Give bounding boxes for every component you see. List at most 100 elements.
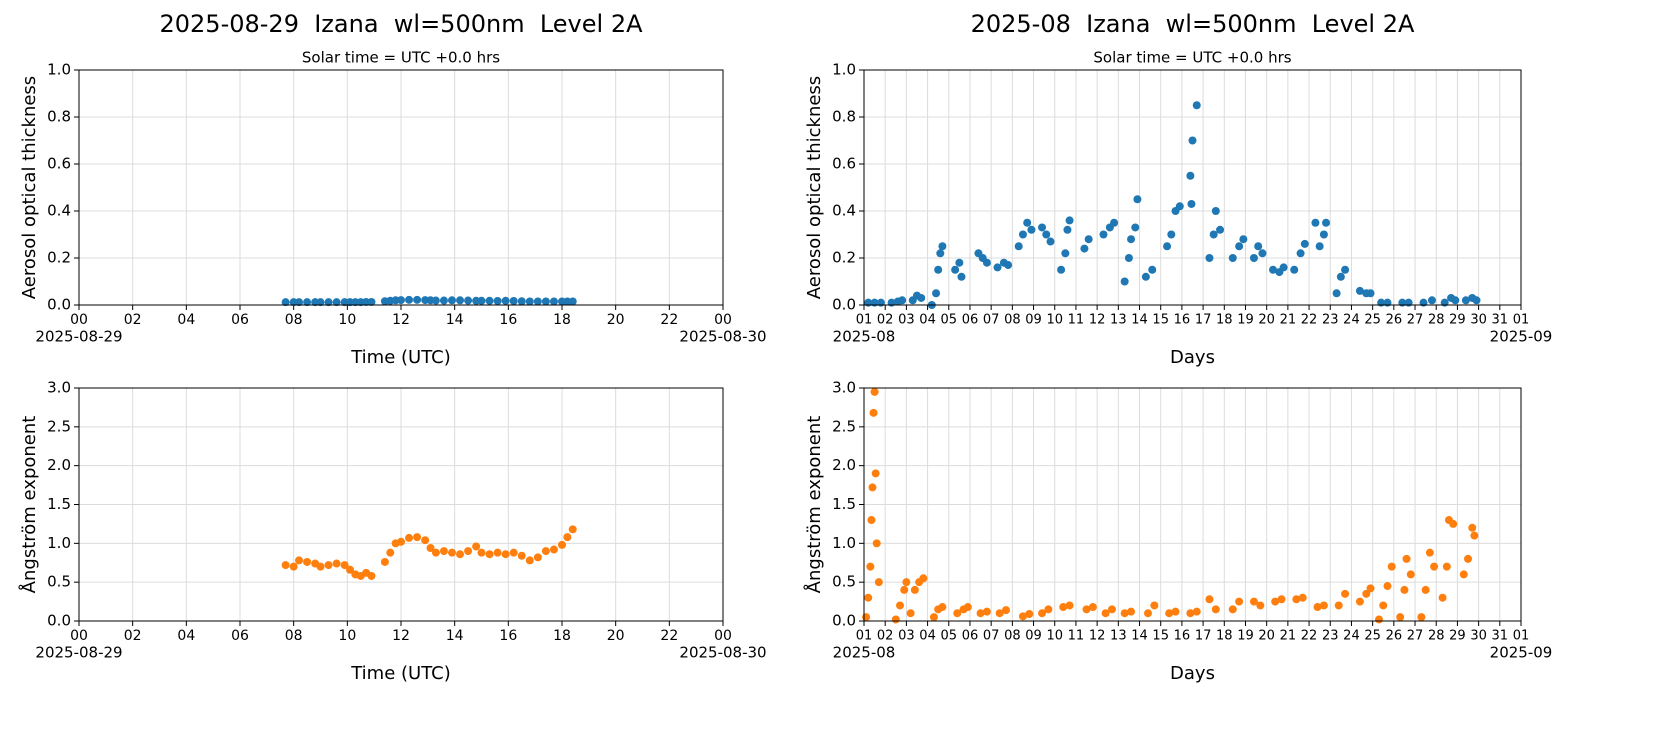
x-tick-label: 01 <box>1513 313 1530 328</box>
x-tick-label: 06 <box>231 312 249 328</box>
x-tick-label: 16 <box>1174 629 1191 644</box>
data-point <box>1065 216 1074 225</box>
data-point <box>568 525 577 534</box>
data-point <box>1001 606 1010 615</box>
y-tick-label: 0.2 <box>832 249 856 267</box>
y-tick-label: 0.0 <box>47 296 71 314</box>
data-point <box>477 296 486 305</box>
x-tick-label: 18 <box>553 312 571 328</box>
data-point <box>1468 523 1477 532</box>
x-tick-label: 27 <box>1407 629 1424 644</box>
data-point <box>464 296 473 305</box>
data-point <box>485 296 494 305</box>
y-tick-label: 0.4 <box>47 202 71 220</box>
data-point <box>1311 218 1320 227</box>
chart-title: 2025-08-29 Izana wl=500nm Level 2A <box>159 10 643 38</box>
y-tick-label: 0.6 <box>47 155 71 173</box>
x-tick-label: 14 <box>446 628 464 644</box>
data-point <box>1061 249 1070 258</box>
data-point <box>870 387 879 396</box>
data-point <box>1277 595 1286 604</box>
data-point <box>1249 254 1258 262</box>
data-point <box>1188 136 1197 145</box>
x-tick-label: 29 <box>1449 629 1466 644</box>
data-point <box>869 408 878 417</box>
axes-frame <box>78 387 724 622</box>
data-point <box>955 258 964 267</box>
x-tick-label: 04 <box>919 629 936 644</box>
data-point <box>1175 202 1184 211</box>
data-point <box>1256 601 1265 610</box>
y-tick-label: 0.5 <box>832 573 856 591</box>
x-tick-label: 09 <box>1025 313 1042 328</box>
y-tick-label: 1.5 <box>47 495 71 513</box>
data-point <box>868 483 877 492</box>
data-point <box>303 298 312 307</box>
x-tick-label: 27 <box>1407 313 1424 328</box>
data-point <box>1334 601 1343 610</box>
x-date-label: 2025-08 <box>833 328 896 346</box>
data-point <box>872 539 881 548</box>
data-point <box>1383 582 1392 591</box>
data-point <box>1171 607 1180 616</box>
x-tick-label: 05 <box>941 313 958 328</box>
data-point <box>862 613 871 622</box>
data-point <box>1127 235 1136 244</box>
data-point <box>1042 230 1051 239</box>
data-point <box>1300 239 1309 248</box>
data-point <box>1402 554 1411 563</box>
data-point <box>1046 237 1055 246</box>
data-point <box>1065 601 1074 610</box>
data-point <box>1396 613 1405 622</box>
data-point <box>1127 607 1136 616</box>
data-point <box>1216 225 1225 234</box>
data-point <box>413 295 422 304</box>
data-point <box>1296 249 1305 258</box>
data-point <box>439 296 448 305</box>
data-point <box>1025 610 1034 619</box>
data-point <box>1355 597 1364 606</box>
x-tick-label: 15 <box>1152 629 1169 644</box>
data-point <box>1141 272 1150 281</box>
data-point <box>976 609 985 618</box>
y-tick-label: 0.4 <box>832 202 856 220</box>
data-point <box>380 557 389 566</box>
x-tick-label: 22 <box>1301 629 1318 644</box>
axes-frame <box>863 387 1522 622</box>
data-point <box>431 548 440 557</box>
data-point <box>1004 261 1013 270</box>
data-point <box>871 469 880 478</box>
data-point <box>1464 554 1473 563</box>
data-point <box>525 556 534 565</box>
data-point <box>541 297 550 306</box>
y-tick-label: 0.5 <box>47 573 71 591</box>
x-date-label: 2025-08 <box>833 644 896 662</box>
y-tick-label: 0.0 <box>832 612 856 630</box>
data-point <box>1366 584 1375 593</box>
data-point <box>910 585 919 594</box>
x-tick-label: 18 <box>1216 313 1233 328</box>
data-point <box>906 609 915 618</box>
x-tick-label: 00 <box>714 628 732 644</box>
x-tick-label: 16 <box>499 312 517 328</box>
x-tick-label: 04 <box>177 628 195 644</box>
x-tick-label: 06 <box>231 628 249 644</box>
y-tick-label: 1.0 <box>47 61 71 79</box>
data-point <box>439 547 448 556</box>
data-point <box>929 613 938 622</box>
x-tick-label: 24 <box>1343 313 1360 328</box>
data-point <box>1258 249 1267 258</box>
x-tick-label: 31 <box>1492 629 1509 644</box>
data-point <box>324 561 333 570</box>
data-point <box>1027 225 1036 234</box>
data-point <box>982 258 991 267</box>
x-tick-label: 04 <box>919 313 936 328</box>
x-tick-label: 04 <box>177 312 195 328</box>
x-tick-label: 08 <box>285 312 303 328</box>
data-point <box>501 296 510 305</box>
x-tick-label: 20 <box>607 628 625 644</box>
data-point <box>1269 265 1278 274</box>
data-point <box>426 543 435 552</box>
data-point <box>936 249 945 258</box>
data-point <box>1088 603 1097 612</box>
